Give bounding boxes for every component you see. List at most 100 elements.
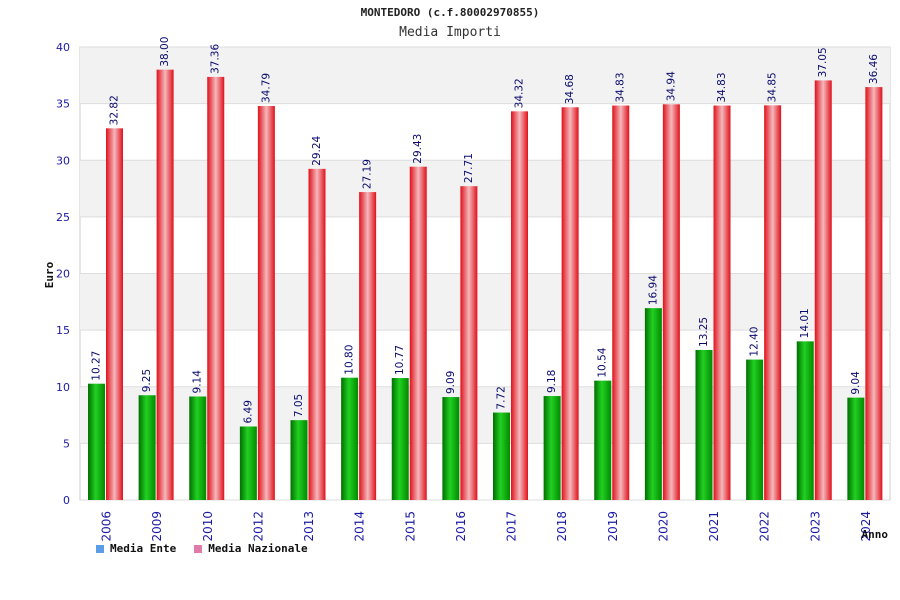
value-label-media-nazionale: 27.71: [463, 153, 475, 183]
legend: Media Ente Media Nazionale: [96, 542, 308, 555]
x-tick-label: 2006: [100, 511, 114, 542]
value-label-media-nazionale: 27.19: [362, 159, 374, 189]
value-label-media-nazionale: 34.83: [615, 72, 627, 102]
value-label-media-nazionale: 29.43: [412, 134, 424, 164]
value-label-media-ente: 10.77: [394, 345, 406, 375]
value-label-media-ente: 6.49: [242, 400, 254, 423]
value-label-media-nazionale: 34.68: [564, 74, 576, 104]
y-axis: 0 5 10 15 20 25 30 35 40: [56, 41, 70, 507]
bar-media-nazionale: [409, 166, 427, 500]
value-label-media-nazionale: 34.32: [514, 78, 526, 108]
x-tick-label: 2010: [201, 511, 215, 542]
bar-media-nazionale: [713, 105, 731, 501]
bar-media-ente: [290, 420, 308, 500]
legend-item-media-ente: Media Ente: [96, 542, 176, 555]
bar-media-ente: [543, 396, 561, 500]
value-label-media-nazionale: 34.85: [767, 72, 779, 102]
value-label-media-ente: 10.27: [91, 351, 103, 381]
x-tick-label: 2020: [656, 511, 670, 542]
bar-media-nazionale: [662, 104, 680, 500]
value-label-media-ente: 13.25: [698, 317, 710, 347]
y-tick-label: 35: [56, 98, 70, 111]
value-label-media-ente: 12.40: [749, 327, 761, 357]
x-axis-label: Anno: [862, 528, 889, 541]
bar-media-ente: [189, 396, 207, 500]
bar-media-ente: [493, 412, 510, 500]
value-label-media-nazionale: 32.82: [109, 95, 121, 125]
chart-title: MONTEDORO (c.f.80002970855): [360, 6, 540, 19]
value-label-media-ente: 9.04: [850, 371, 862, 395]
x-tick-label: 2012: [251, 511, 265, 542]
value-label-media-nazionale: 37.05: [817, 47, 829, 77]
bar-media-ente: [746, 359, 764, 500]
bar-media-ente: [796, 341, 814, 500]
bar-media-ente: [88, 383, 105, 500]
y-axis-label: Euro: [43, 261, 56, 288]
bar-media-ente: [695, 349, 713, 500]
value-label-media-ente: 10.80: [344, 345, 356, 375]
value-label-media-nazionale: 36.46: [868, 54, 880, 84]
x-tick-label: 2016: [454, 511, 468, 542]
chart-subtitle: Media Importi: [399, 25, 501, 40]
value-label-media-ente: 9.14: [192, 370, 204, 394]
value-label-media-nazionale: 37.36: [210, 44, 222, 74]
x-tick-label: 2024: [859, 511, 873, 542]
y-tick-label: 25: [56, 211, 70, 224]
y-tick-label: 15: [56, 324, 70, 337]
y-tick-label: 30: [56, 154, 70, 167]
legend-label-media-nazionale: Media Nazionale: [208, 542, 308, 555]
value-label-media-ente: 9.09: [445, 371, 457, 394]
bar-media-ente: [442, 397, 460, 500]
bar-media-nazionale: [156, 69, 174, 501]
legend-swatch-media-ente: [96, 544, 104, 553]
value-label-media-ente: 14.01: [799, 308, 811, 338]
value-label-media-ente: 9.25: [141, 369, 153, 392]
bar-media-ente: [138, 395, 156, 500]
bar-media-nazionale: [359, 192, 377, 501]
bar-value-labels: 10.27 32.82 9.25 38.00 9.14 37.36 6.49 34.79 7.0…: [91, 37, 880, 424]
x-tick-label: 2023: [808, 511, 822, 542]
bar-media-nazionale: [561, 107, 579, 501]
bar-media-nazionale: [865, 87, 883, 500]
x-tick-label: 2019: [606, 511, 620, 542]
value-label-media-ente: 16.94: [647, 275, 659, 305]
value-label-media-ente: 7.72: [496, 386, 508, 409]
bar-media-nazionale: [460, 186, 478, 500]
legend-label-media-ente: Media Ente: [110, 542, 177, 555]
y-tick-label: 10: [56, 381, 70, 394]
bar-media-nazionale: [814, 80, 832, 500]
bar-media-nazionale: [207, 76, 225, 500]
bars: [88, 69, 883, 501]
bar-media-nazionale: [308, 168, 326, 500]
bar-media-ente: [594, 380, 612, 500]
bar-media-nazionale: [612, 105, 630, 501]
value-label-media-nazionale: 34.94: [665, 71, 677, 101]
bar-media-ente: [239, 426, 257, 500]
x-tick-label: 2017: [505, 511, 519, 542]
bar-media-ente: [847, 397, 865, 500]
y-tick-label: 0: [63, 494, 70, 507]
x-tick-label: 2022: [758, 511, 772, 542]
y-tick-label: 40: [56, 41, 70, 54]
y-tick-label: 20: [56, 268, 70, 281]
y-tick-label: 5: [63, 437, 70, 450]
x-axis: 2006 2009 2010 2012 2013 2014 2015 2016 2017 2018…: [100, 511, 873, 542]
legend-swatch-media-nazionale: [194, 544, 203, 553]
legend-item-media-nazionale: Media Nazionale: [194, 542, 308, 555]
bar-media-nazionale: [106, 128, 123, 500]
value-label-media-ente: 9.18: [546, 370, 558, 393]
bar-media-ente: [341, 377, 359, 500]
value-label-media-nazionale: 29.24: [311, 135, 323, 165]
x-tick-label: 2021: [707, 511, 721, 542]
bar-media-ente: [391, 378, 409, 500]
value-label-media-ente: 7.05: [293, 394, 305, 417]
x-tick-label: 2018: [555, 511, 569, 542]
x-tick-label: 2015: [403, 511, 417, 542]
x-tick-label: 2014: [353, 511, 367, 542]
value-label-media-nazionale: 34.79: [260, 73, 272, 103]
bar-media-nazionale: [511, 111, 528, 501]
bar-media-ente: [644, 308, 662, 500]
bar-media-nazionale: [257, 106, 275, 501]
x-tick-label: 2009: [150, 511, 164, 542]
